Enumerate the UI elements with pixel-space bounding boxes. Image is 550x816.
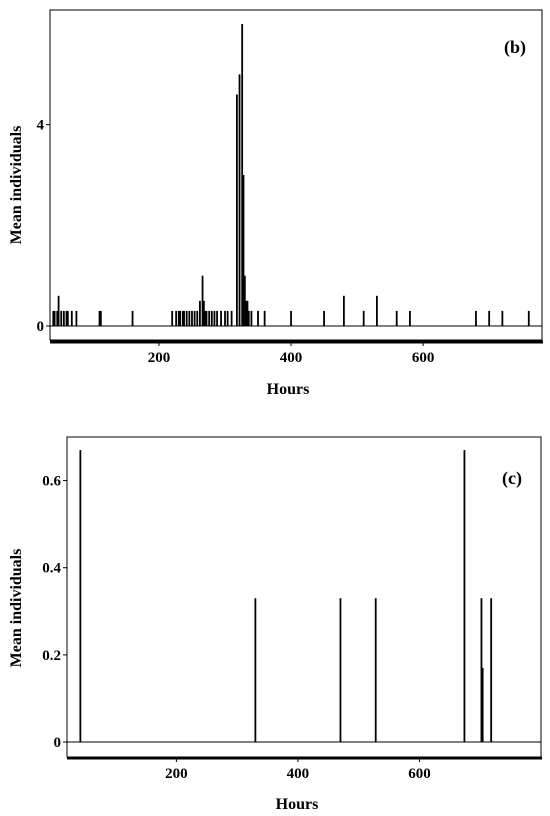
chart-c-spikes (79, 450, 493, 742)
chart-b-x-tick-label: 200 (148, 350, 171, 366)
chart-b-x-tick-label: 400 (280, 350, 303, 366)
chart-c-ticks: 200 400 600 0 0.2 0.4 0.6 (42, 474, 430, 782)
chart-c: 200 400 600 0 0.2 0.4 0.6 (c) Hours Mean indiv… (8, 436, 542, 813)
chart-b-x-label: Hours (267, 381, 310, 398)
chart-b-y-label: Mean individuals (8, 126, 25, 245)
chart-b-frame (49, 9, 543, 341)
chart-c-y-label: Mean individuals (8, 549, 25, 668)
chart-b-panel-label: (b) (504, 37, 526, 58)
chart-b-spikes (52, 24, 530, 326)
chart-b-y-tick-label: 4 (37, 118, 45, 134)
chart-c-y-tick-label: 0.6 (42, 474, 61, 490)
chart-c-x-tick-label: 600 (408, 766, 431, 782)
chart-b-ticks: 200 400 600 0 4 (37, 118, 435, 366)
chart-c-frame (66, 436, 542, 758)
chart-c-y-tick-label: 0.4 (42, 561, 61, 577)
chart-b-y-tick-label: 0 (37, 319, 45, 335)
chart-c-panel-label: (c) (502, 468, 522, 489)
chart-b: 200 400 600 0 4 (b) Hours Mean individuals (8, 9, 543, 398)
chart-c-x-label: Hours (276, 796, 319, 813)
chart-c-y-tick-label: 0 (54, 735, 62, 751)
chart-c-y-tick-label: 0.2 (42, 648, 61, 664)
chart-c-x-tick-label: 400 (287, 766, 310, 782)
chart-c-x-tick-label: 200 (165, 766, 188, 782)
chart-b-x-tick-label: 600 (412, 350, 435, 366)
